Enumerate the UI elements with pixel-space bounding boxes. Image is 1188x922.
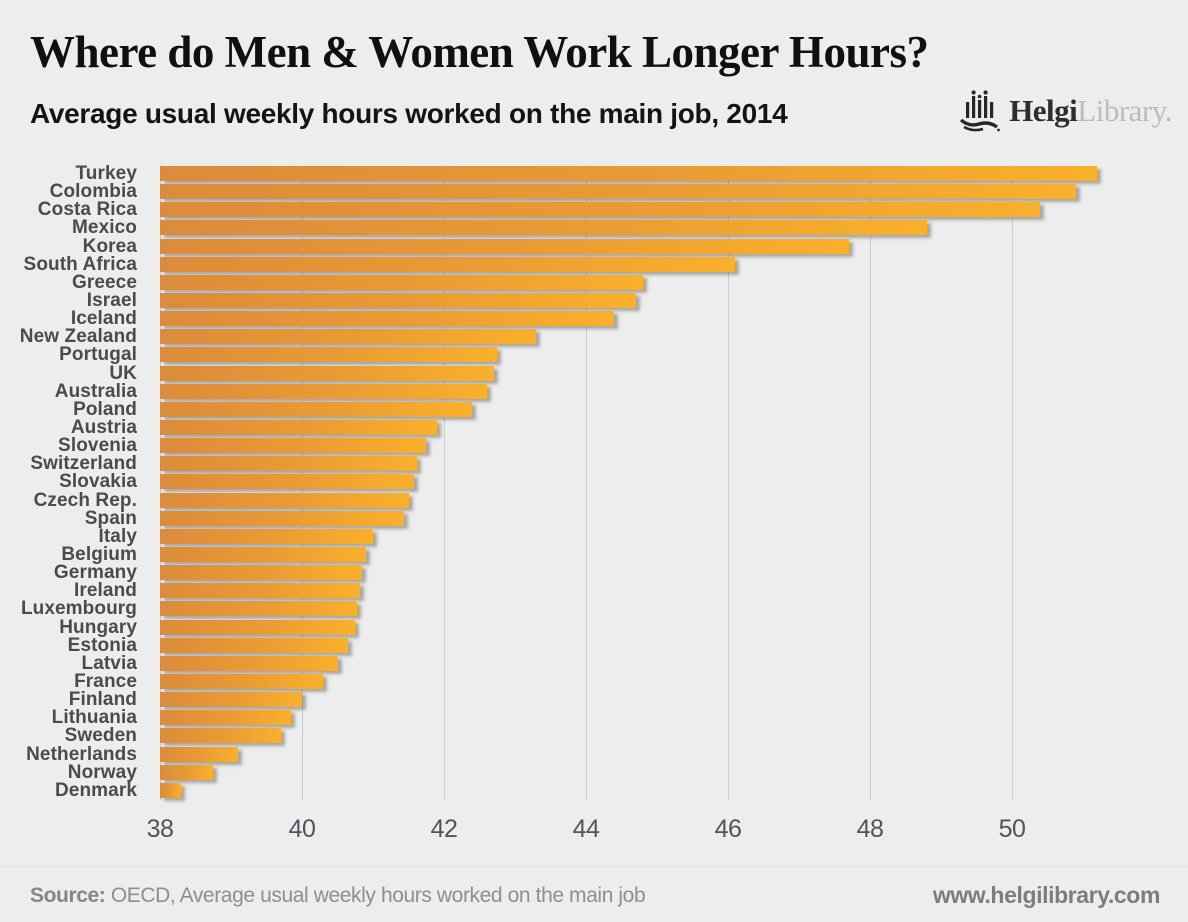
category-label-austria: Austria: [70, 417, 137, 438]
x-tick-label-38: 38: [146, 815, 174, 843]
helgi-library-logo: HelgiLibrary.: [957, 86, 1172, 136]
category-label-france: France: [74, 671, 137, 692]
category-label-luxembourg: Luxembourg: [20, 598, 137, 620]
logo-text-secondary: Library.: [1077, 93, 1172, 128]
category-label-hungary: Hungary: [59, 616, 137, 638]
category-label-czech-rep-: Czech Rep.: [33, 489, 137, 511]
bar-finland: [160, 692, 302, 708]
source-text: OECD, Average usual weekly hours worked …: [105, 884, 646, 907]
category-label-finland: Finland: [68, 689, 137, 711]
category-label-iceland: Iceland: [70, 308, 137, 330]
x-tick-label-48: 48: [856, 815, 884, 843]
category-label-uk: UK: [109, 362, 137, 384]
plot-area: [160, 165, 1160, 800]
x-tick-label-50: 50: [998, 815, 1026, 843]
bar-sweden: [160, 728, 281, 744]
category-label-netherlands: Netherlands: [26, 743, 137, 765]
website-link[interactable]: www.helgilibrary.com: [932, 882, 1161, 908]
x-tick-label-40: 40: [288, 815, 316, 843]
footer-divider: [0, 866, 1188, 867]
page-title: Where do Men & Women Work Longer Hours?: [30, 27, 929, 77]
x-tick-label-44: 44: [572, 815, 600, 843]
category-label-israel: Israel: [86, 290, 137, 311]
category-label-italy: Italy: [98, 525, 137, 547]
bar-colombia: [160, 184, 1076, 200]
helgi-books-icon: [957, 86, 1009, 136]
source-label: Source:: [30, 884, 106, 907]
category-label-slovenia: Slovenia: [58, 435, 137, 457]
gridline-50: [1012, 165, 1013, 800]
bar-mexico: [160, 220, 927, 236]
bar-iceland: [160, 311, 615, 327]
bar-norway: [160, 764, 214, 780]
bar-poland: [160, 401, 473, 417]
category-label-estonia: Estonia: [67, 634, 137, 656]
bar-italy: [160, 528, 373, 544]
bar-costa-rica: [160, 202, 1041, 218]
bar-lithuania: [160, 710, 292, 726]
category-label-denmark: Denmark: [54, 779, 137, 801]
bar-south-africa: [160, 256, 736, 272]
bar-germany: [160, 565, 363, 581]
gridline-44: [586, 165, 587, 800]
bar-ireland: [160, 583, 361, 599]
category-label-belgium: Belgium: [61, 544, 137, 565]
x-tick-label-42: 42: [430, 815, 458, 843]
category-label-south-africa: South Africa: [23, 253, 137, 275]
bar-denmark: [160, 782, 182, 798]
x-tick-label-46: 46: [714, 815, 742, 843]
bar-korea: [160, 238, 849, 254]
category-label-ireland: Ireland: [74, 580, 137, 602]
bar-czech-rep-: [160, 492, 409, 508]
category-label-greece: Greece: [71, 271, 137, 293]
bar-israel: [160, 293, 636, 308]
category-label-spain: Spain: [84, 507, 137, 529]
source-note: Source: OECD, Average usual weekly hours…: [30, 884, 646, 908]
bar-luxembourg: [160, 601, 358, 617]
bar-uk: [160, 365, 494, 381]
category-label-colombia: Colombia: [49, 181, 137, 203]
bar-slovenia: [160, 438, 427, 454]
bar-netherlands: [160, 746, 239, 762]
category-label-germany: Germany: [53, 562, 137, 584]
bar-switzerland: [160, 456, 418, 472]
logo-text-primary: Helgi: [1009, 93, 1078, 128]
bar-portugal: [160, 347, 498, 363]
bar-greece: [160, 274, 643, 290]
page-subtitle: Average usual weekly hours worked on the…: [30, 98, 788, 129]
footer: Source: OECD, Average usual weekly hours…: [0, 880, 1188, 922]
bar-chart: 38 40 42 44 46 48 50 Turkey Colombia Costa Rica Me…: [0, 163, 1188, 860]
category-label-mexico: Mexico: [71, 217, 137, 239]
bar-latvia: [160, 655, 338, 671]
category-label-australia: Australia: [54, 380, 137, 402]
bar-france: [160, 674, 324, 689]
category-label-new-zealand: New Zealand: [19, 326, 137, 348]
category-label-slovakia: Slovakia: [59, 471, 137, 493]
category-label-portugal: Portugal: [59, 344, 137, 366]
category-label-poland: Poland: [73, 398, 137, 420]
bar-new-zealand: [160, 329, 537, 345]
category-label-turkey: Turkey: [75, 163, 137, 184]
category-label-sweden: Sweden: [64, 725, 137, 747]
gridline-46: [728, 165, 729, 800]
category-label-latvia: Latvia: [81, 652, 137, 674]
category-label-korea: Korea: [82, 235, 137, 257]
category-label-norway: Norway: [67, 761, 137, 783]
bar-austria: [160, 420, 437, 435]
bar-spain: [160, 510, 405, 526]
bar-estonia: [160, 637, 349, 653]
bar-belgium: [160, 547, 366, 562]
category-label-costa-rica: Costa Rica: [37, 199, 137, 221]
bar-australia: [160, 383, 487, 399]
gridline-42: [444, 165, 445, 800]
bar-slovakia: [160, 474, 415, 490]
category-label-switzerland: Switzerland: [30, 453, 137, 475]
bar-hungary: [160, 619, 355, 635]
category-label-lithuania: Lithuania: [51, 707, 137, 729]
gridline-48: [870, 165, 871, 800]
bar-turkey: [160, 166, 1098, 181]
